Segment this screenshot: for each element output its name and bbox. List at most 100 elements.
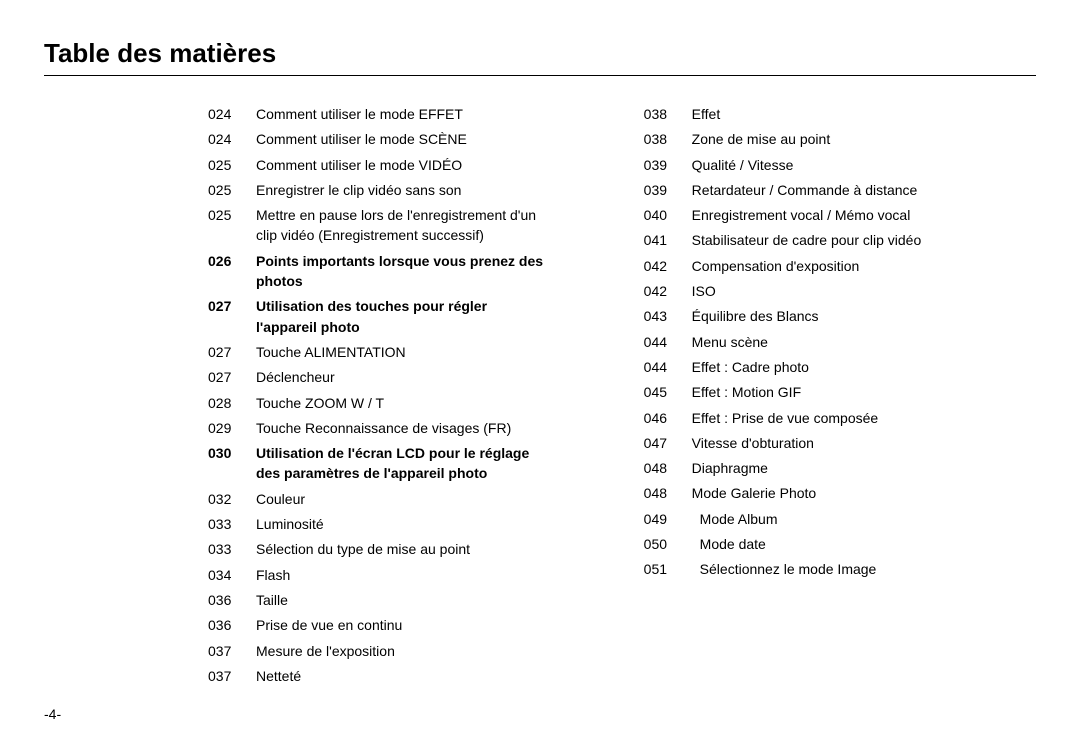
toc-page-num: 046 [644,408,692,428]
toc-page-num: 048 [644,483,692,503]
toc-entry-text: Touche ZOOM W / T [256,393,580,413]
toc-entry: 024Comment utiliser le mode SCÈNE [208,129,580,149]
toc-entry: 034Flash [208,565,580,585]
page: Table des matières 024Comment utiliser l… [0,0,1080,746]
toc-entry-text: Diaphragme [692,458,1036,478]
toc-entry: 037Netteté [208,666,580,686]
toc-page-num: 039 [644,155,692,175]
toc-entry-text: Flash [256,565,580,585]
toc-entry-text: Menu scène [692,332,1036,352]
toc-entry-text: Comment utiliser le mode SCÈNE [256,129,580,149]
toc-page-num: 051 [644,559,692,579]
toc-page-num: 028 [208,393,256,413]
toc-entry-text: Zone de mise au point [692,129,1036,149]
toc-entry: 042ISO [644,281,1036,301]
toc-entry: 026Points importants lorsque vous prenez… [208,251,580,292]
toc-page-num: 026 [208,251,256,292]
toc-entry: 025Enregistrer le clip vidéo sans son [208,180,580,200]
toc-entry: 048Mode Galerie Photo [644,483,1036,503]
toc-page-num: 033 [208,514,256,534]
toc-page-num: 044 [644,357,692,377]
toc-page-num: 025 [208,155,256,175]
toc-entry: 039Retardateur / Commande à distance [644,180,1036,200]
toc-page-num: 043 [644,306,692,326]
toc-page-num: 024 [208,129,256,149]
title-rule [44,75,1036,76]
toc-entry-text: Retardateur / Commande à distance [692,180,1036,200]
toc-page-num: 027 [208,367,256,387]
toc-entry-text: Qualité / Vitesse [692,155,1036,175]
toc-column-right: 038Effet038Zone de mise au point039Quali… [580,104,1036,691]
toc-page-num: 039 [644,180,692,200]
toc-entry: 039Qualité / Vitesse [644,155,1036,175]
toc-entry-text: Stabilisateur de cadre pour clip vidéo [692,230,1036,250]
toc-page-num: 025 [208,180,256,200]
toc-entry-text: Enregistrement vocal / Mémo vocal [692,205,1036,225]
toc-column-left: 024Comment utiliser le mode EFFET024Comm… [44,104,580,691]
toc-entry: 033Sélection du type de mise au point [208,539,580,559]
toc-entry-text: Points importants lorsque vous prenez de… [256,251,580,292]
toc-entry-text: Effet : Motion GIF [692,382,1036,402]
toc-entry: 048Diaphragme [644,458,1036,478]
toc-page-num: 038 [644,104,692,124]
toc-entry-text: Comment utiliser le mode VIDÉO [256,155,580,175]
toc-entry-text: Taille [256,590,580,610]
toc-entry-text: Touche ALIMENTATION [256,342,580,362]
toc-page-num: 047 [644,433,692,453]
toc-entry-text: Enregistrer le clip vidéo sans son [256,180,580,200]
toc-entry: 025Comment utiliser le mode VIDÉO [208,155,580,175]
toc-entry: 029Touche Reconnaissance de visages (FR) [208,418,580,438]
toc-entry: 037Mesure de l'exposition [208,641,580,661]
toc-entry-text: Utilisation des touches pour régler l'ap… [256,296,580,337]
toc-entry-text: Déclencheur [256,367,580,387]
toc-page-num: 027 [208,342,256,362]
page-title: Table des matières [44,38,1036,69]
toc-entry: 036Prise de vue en continu [208,615,580,635]
toc-columns: 024Comment utiliser le mode EFFET024Comm… [44,104,1036,691]
toc-entry-text: Mesure de l'exposition [256,641,580,661]
toc-entry: 027Déclencheur [208,367,580,387]
toc-entry-text: Couleur [256,489,580,509]
toc-page-num: 038 [644,129,692,149]
toc-page-num: 037 [208,666,256,686]
toc-page-num: 044 [644,332,692,352]
toc-entry-text: ISO [692,281,1036,301]
toc-entry: 046Effet : Prise de vue composée [644,408,1036,428]
toc-entry-text: Effet : Prise de vue composée [692,408,1036,428]
toc-entry-text: Compensation d'exposition [692,256,1036,276]
toc-entry: 032Couleur [208,489,580,509]
toc-page-num: 036 [208,615,256,635]
toc-page-num: 029 [208,418,256,438]
toc-entry: 028Touche ZOOM W / T [208,393,580,413]
toc-page-num: 042 [644,256,692,276]
toc-page-num: 033 [208,539,256,559]
toc-page-num: 040 [644,205,692,225]
toc-entry: 041Stabilisateur de cadre pour clip vidé… [644,230,1036,250]
toc-entry: 043Équilibre des Blancs [644,306,1036,326]
toc-entry-text: Équilibre des Blancs [692,306,1036,326]
toc-entry-text: Utilisation de l'écran LCD pour le régla… [256,443,580,484]
toc-page-num: 024 [208,104,256,124]
toc-entry-text: Mode Galerie Photo [692,483,1036,503]
toc-entry-text: Vitesse d'obturation [692,433,1036,453]
toc-page-num: 036 [208,590,256,610]
toc-page-num: 032 [208,489,256,509]
toc-entry-text: Effet : Cadre photo [692,357,1036,377]
toc-entry: 044Menu scène [644,332,1036,352]
toc-entry: 051Sélectionnez le mode Image [644,559,1036,579]
toc-entry: 044Effet : Cadre photo [644,357,1036,377]
toc-entry-text: Touche Reconnaissance de visages (FR) [256,418,580,438]
toc-entry: 049Mode Album [644,509,1036,529]
toc-page-num: 042 [644,281,692,301]
toc-entry: 027Utilisation des touches pour régler l… [208,296,580,337]
toc-page-num: 030 [208,443,256,484]
toc-page-num: 037 [208,641,256,661]
toc-entry-text: Luminosité [256,514,580,534]
toc-entry: 024Comment utiliser le mode EFFET [208,104,580,124]
toc-page-num: 048 [644,458,692,478]
toc-page-num: 025 [208,205,256,246]
toc-entry: 045Effet : Motion GIF [644,382,1036,402]
toc-page-num: 050 [644,534,692,554]
toc-entry-text: Mettre en pause lors de l'enregistrement… [256,205,580,246]
toc-entry-text: Prise de vue en continu [256,615,580,635]
